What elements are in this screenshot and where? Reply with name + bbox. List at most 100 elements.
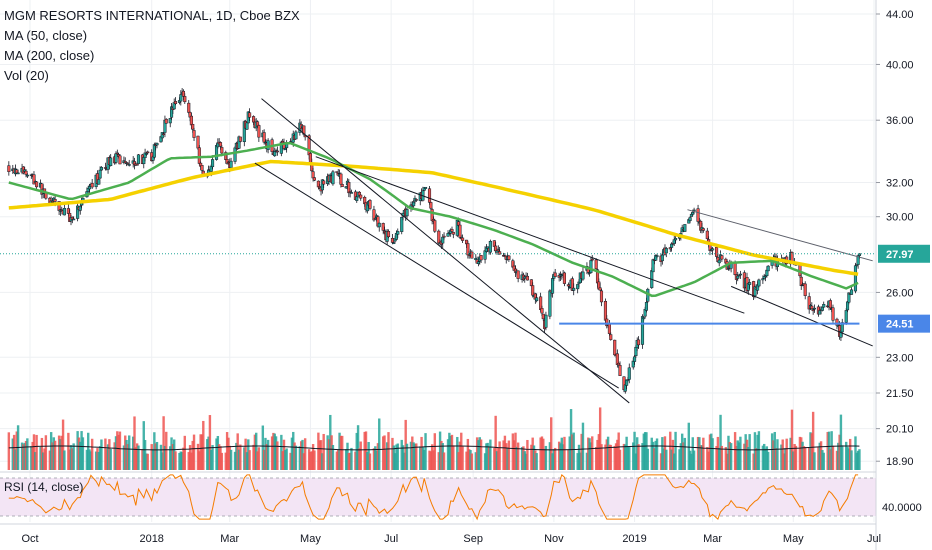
volume-bar (97, 451, 100, 470)
volume-bar (776, 439, 779, 470)
volume-bar (628, 446, 631, 470)
volume-bar (285, 448, 288, 470)
volume-bar (535, 453, 538, 470)
candle-body (683, 224, 687, 232)
volume-bar (294, 445, 298, 470)
volume-bar (293, 442, 296, 470)
candle-body (853, 265, 858, 292)
candle-body (598, 287, 602, 291)
volume-bar (413, 443, 417, 470)
volume-bar (133, 416, 136, 470)
volume-bar (188, 445, 192, 470)
volume-bar (609, 444, 612, 470)
volume-bar (514, 432, 517, 470)
volume-bar (34, 452, 37, 470)
candle-body (392, 242, 396, 244)
volume-bar (81, 437, 85, 470)
volume-bar (671, 439, 675, 470)
volume-bar (544, 445, 548, 470)
volume-bar (618, 449, 622, 470)
candle-body (609, 334, 613, 340)
volume-bar (636, 437, 639, 470)
candle-body (613, 339, 617, 356)
volume-bar (839, 414, 843, 470)
volume-bar (72, 443, 75, 470)
volume-bar (707, 451, 710, 470)
volume-bar (674, 431, 677, 470)
volume-bar (809, 432, 812, 470)
candle-body (845, 301, 850, 311)
price-tick-label: 26.00 (886, 287, 914, 299)
volume-bar (450, 434, 454, 470)
volume-bar (257, 447, 261, 470)
volume-bar (716, 436, 720, 470)
volume-bar (682, 442, 685, 470)
volume-bar (497, 447, 500, 470)
volume-bar (802, 446, 806, 470)
volume-bar (338, 432, 341, 470)
price-tick-label: 21.50 (886, 388, 914, 400)
volume-bar (387, 432, 390, 470)
candle-body (97, 179, 101, 185)
volume-bar (252, 444, 255, 470)
candle-body (16, 172, 20, 175)
volume-bar (452, 445, 455, 470)
candle-body (152, 144, 156, 158)
candle-body (644, 302, 649, 311)
volume-bar (736, 440, 739, 470)
volume-bar (198, 451, 201, 470)
volume-bar (821, 450, 824, 470)
volume-bar (483, 453, 487, 470)
candle-body (359, 194, 363, 199)
volume-bar (100, 439, 103, 470)
volume-bar (350, 447, 353, 470)
candle-body (474, 258, 478, 261)
candle-body (135, 164, 139, 166)
volume-bar (104, 438, 107, 470)
candle-body (594, 259, 598, 270)
volume-bar (179, 451, 183, 470)
candle-body (312, 177, 316, 181)
volume-bar (563, 436, 566, 470)
volume-bar (172, 439, 176, 470)
volume-bar (219, 446, 222, 470)
candle-body (396, 231, 400, 235)
volume-bar (683, 437, 687, 470)
volume-bar (789, 437, 792, 470)
volume-bar (811, 411, 815, 470)
volume-bar (744, 434, 747, 470)
candle-body (498, 251, 502, 255)
volume-bar (329, 414, 332, 470)
volume-bar (699, 445, 702, 470)
volume-bar (780, 444, 783, 470)
volume-bar (327, 439, 331, 470)
volume-bar (522, 446, 525, 470)
volume-bar (466, 438, 470, 470)
volume-bar (530, 444, 533, 470)
volume-bar (494, 415, 497, 470)
candle-body (607, 323, 611, 334)
volume-bar (26, 438, 29, 470)
volume-bar (784, 448, 787, 470)
volume-bar (276, 441, 279, 470)
candle-body (347, 182, 351, 194)
volume-bar (32, 434, 36, 470)
volume-bar (125, 439, 128, 470)
volume-bar (822, 452, 825, 470)
volume-bar (233, 451, 237, 470)
volume-bar (281, 451, 284, 470)
volume-bar (577, 444, 581, 470)
volume-bar (449, 436, 452, 470)
candle-body (109, 157, 113, 166)
volume-bar (845, 441, 848, 470)
volume-bar (589, 442, 593, 470)
volume-bar (190, 452, 193, 470)
volume-bar (235, 442, 238, 470)
volume-bar (419, 446, 422, 470)
volume-bar (743, 443, 746, 470)
candle-body (810, 305, 814, 310)
price-tick-label: 30.00 (886, 212, 914, 224)
candle-body (377, 222, 381, 228)
candle-body (189, 115, 193, 126)
